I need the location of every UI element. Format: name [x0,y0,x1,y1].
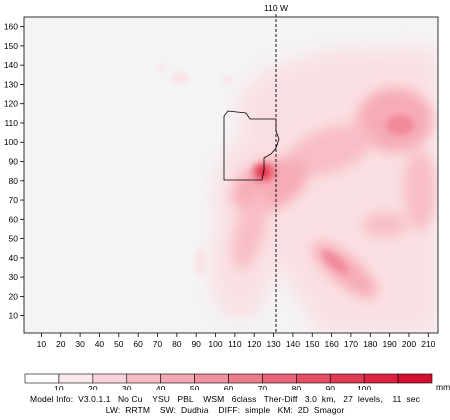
colorbar-swatch [329,373,365,384]
precipitation-field [158,48,438,333]
x-tick-label: 140 [286,339,300,349]
x-tick-label: 160 [325,339,339,349]
precip-patch-2 [158,65,166,71]
precip-patch-4 [196,248,204,276]
x-tick-label: 150 [305,339,319,349]
y-tick-label: 30 [9,272,19,282]
x-tick-label: 180 [363,339,377,349]
x-tick-label: 50 [114,339,124,349]
colorbar-swatch [397,373,433,384]
colorbar-swatch [126,373,161,384]
y-tick-label: 150 [4,41,18,51]
colorbar-label: 40 [156,384,166,390]
colorbar-swatch [228,373,263,384]
colorbar-label: 20 [88,384,98,390]
colorbar-swatch [262,373,297,384]
x-tick-label: 110 [228,339,242,349]
x-tick-label: 170 [344,339,358,349]
y-tick-label: 160 [4,22,18,32]
x-tick-label: 190 [383,339,397,349]
colorbar-swatch [194,373,229,384]
x-tick-label: 120 [247,339,261,349]
precip-band-southeast [363,213,407,237]
colorbar-label: 10 [54,384,64,390]
x-tick-label: 10 [37,339,47,349]
y-tick-label: 20 [9,291,19,301]
y-tick-label: 100 [4,137,18,147]
y-tick-label: 50 [9,234,19,244]
meridian-label: 110 W [264,3,288,13]
y-axis: 10 20 30 40 50 60 70 80 90 100 110 120 130 140 150 160 [4,22,24,321]
colorbar-swatch [160,373,195,384]
colorbar-swatch [92,373,128,384]
x-tick-label: 210 [421,339,435,349]
colorbar-label: 30 [122,384,132,390]
x-tick-label: 20 [56,339,66,349]
colorbar-swatch [58,373,94,384]
colorbar-label: 80 [292,384,302,390]
x-tick-label: 30 [75,339,85,349]
colorbar-swatch [296,373,331,384]
y-tick-label: 120 [4,99,18,109]
x-axis: 10 20 30 40 50 60 70 80 90 100 110 120 130 140 150 160 1… [37,333,436,349]
precip-band-southwest [232,191,268,269]
x-tick-label: 80 [172,339,182,349]
colorbar-label: 100 [357,384,371,390]
precip-area-north [238,80,282,140]
precip-core-south [322,250,348,274]
x-tick-label: 200 [402,339,416,349]
precip-patch-3 [223,76,233,84]
colorbar-label: 90 [326,384,336,390]
precip-core-northeast [386,115,414,135]
y-tick-label: 90 [9,157,19,167]
precip-patch-1 [172,73,188,83]
model-physics-line: LW: RRTM SW: Dudhia DIFF: simple KM: 2D … [105,405,345,415]
colorbar-label: 60 [224,384,234,390]
colorbar-label: 50 [190,384,200,390]
map-figure: 110 W 10 20 30 40 50 60 70 80 90 100 110 120 130 140 1… [4,3,450,390]
y-tick-label: 40 [9,253,19,263]
x-tick-label: 40 [95,339,105,349]
y-tick-label: 140 [4,60,18,70]
y-tick-label: 80 [9,176,19,186]
x-tick-label: 90 [191,339,201,349]
colorbar-swatch [24,373,60,384]
plot-frame [23,16,439,334]
x-tick-label: 70 [153,339,163,349]
y-tick-label: 10 [9,311,19,321]
colorbar-swatch [363,373,399,384]
x-tick-label: 100 [208,339,222,349]
precip-band-east-edge [404,150,436,230]
model-info-line: Model Info: V3.0.1.1 No Cu YSU PBL WSM 6… [30,394,420,404]
colorbar-label: 70 [258,384,268,390]
colorbar: 10 20 30 40 50 60 70 80 90 100 [24,373,433,390]
x-tick-label: 60 [133,339,143,349]
y-tick-label: 110 [4,118,18,128]
colorbar-unit: mm [436,382,450,390]
y-tick-label: 130 [4,79,18,89]
y-tick-label: 70 [9,195,19,205]
precip-peak [258,167,268,177]
precip-band-east [287,124,373,176]
x-tick-label: 130 [266,339,280,349]
y-tick-label: 60 [9,214,19,224]
state-boundary [223,110,280,181]
